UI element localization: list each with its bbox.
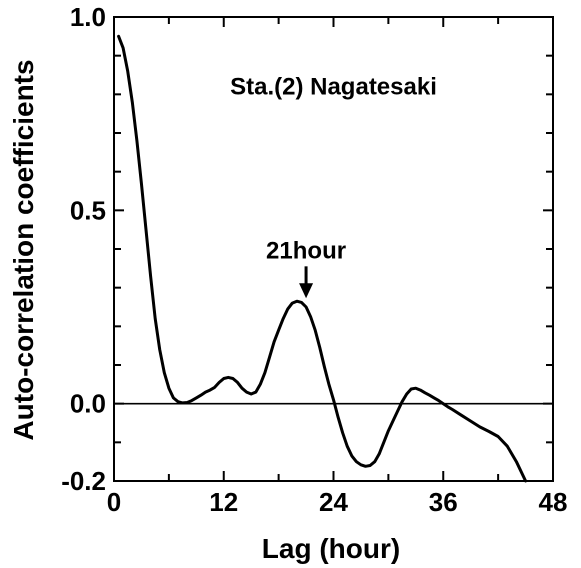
x-tick-label: 24 [319,487,348,517]
y-tick-label: 0.5 [70,195,106,225]
x-tick-label: 12 [209,487,238,517]
x-tick-label: 0 [107,487,121,517]
peak-arrow-head [299,283,314,299]
annotations: Sta.(2) Nagatesaki 21hour [230,73,437,299]
y-tick-label: -0.2 [61,466,106,496]
tick-labels: 0 12 24 36 48 -0.2 0.0 0.5 1.0 [61,2,567,517]
x-tick-label: 36 [429,487,458,517]
x-tick-label: 48 [539,487,568,517]
y-tick-label: 0.0 [70,389,106,419]
x-axis-label: Lag (hour) [262,533,400,564]
series-layer [117,34,528,483]
autocorrelation-line [117,34,528,483]
y-axis-label: Auto-correlation coefficients [8,59,39,440]
axis-ticks [113,16,554,482]
station-annotation: Sta.(2) Nagatesaki [230,73,437,100]
peak-annotation-label: 21hour [266,237,346,264]
y-tick-label: 1.0 [70,2,106,32]
